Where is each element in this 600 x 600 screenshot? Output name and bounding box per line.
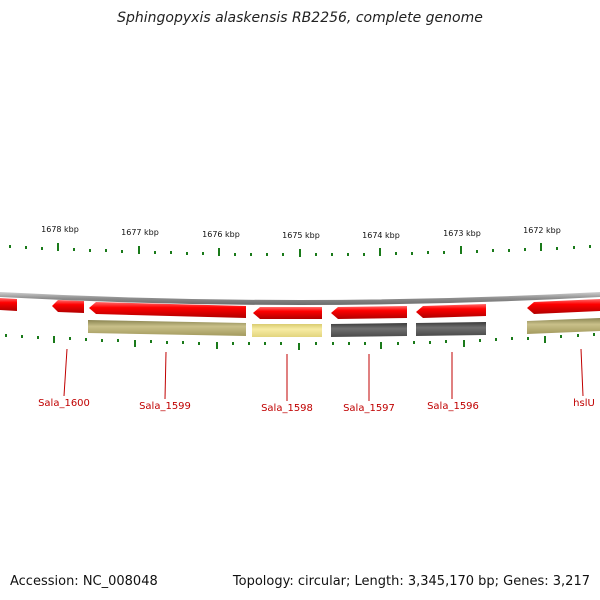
gene-arrow-row [0, 298, 600, 319]
inner-tick-row [5, 333, 595, 350]
genome-backbone [0, 292, 600, 305]
genome-summary-text: Topology: circular; Length: 3,345,170 bp… [232, 574, 590, 589]
kbp-label: 1676 kbp [202, 230, 240, 239]
outer-tick-row [9, 243, 591, 257]
kbp-label: 1674 kbp [362, 231, 400, 240]
gene-arrow-sala-1597[interactable] [331, 306, 407, 319]
gene-label-sala-1596[interactable]: Sala_1596 [427, 401, 479, 412]
feature-bar-olive[interactable] [527, 318, 600, 334]
feature-bar-dark-gray[interactable] [416, 322, 486, 336]
feature-bar-olive[interactable] [88, 320, 246, 336]
gene-arrow-sala-1598[interactable] [253, 307, 322, 319]
feature-bar-row [88, 318, 600, 337]
accession-text: Accession: NC_008048 [10, 574, 158, 589]
leader-line [164, 351, 167, 400]
gene-arrow-sala-1596[interactable] [416, 304, 486, 318]
leader-line [580, 348, 584, 397]
kbp-label: 1677 kbp [121, 228, 159, 237]
leader-line [63, 348, 68, 397]
kbp-label: 1678 kbp [41, 225, 79, 234]
gene-arrow-sala-1600[interactable] [52, 300, 84, 313]
feature-bar-dark-gray[interactable] [331, 323, 407, 337]
kbp-label: 1673 kbp [443, 229, 481, 238]
gene-arrow-partial-left[interactable] [0, 298, 17, 311]
gene-arrow-hslu[interactable] [527, 299, 600, 314]
gene-arrow-sala-1599[interactable] [89, 302, 246, 318]
gene-label-sala-1597[interactable]: Sala_1597 [343, 403, 395, 414]
gene-label-hslu[interactable]: hslU [573, 398, 595, 409]
feature-bar-pale-yellow[interactable] [252, 324, 322, 337]
kbp-label: 1672 kbp [523, 226, 561, 235]
gene-label-sala-1600[interactable]: Sala_1600 [38, 398, 90, 409]
kbp-label: 1675 kbp [282, 231, 320, 240]
gene-label-sala-1599[interactable]: Sala_1599 [139, 401, 191, 412]
gene-label-sala-1598[interactable]: Sala_1598 [261, 403, 313, 414]
genome-title: Sphingopyxis alaskensis RB2256, complete… [117, 10, 483, 26]
label-leader-lines [63, 348, 584, 401]
